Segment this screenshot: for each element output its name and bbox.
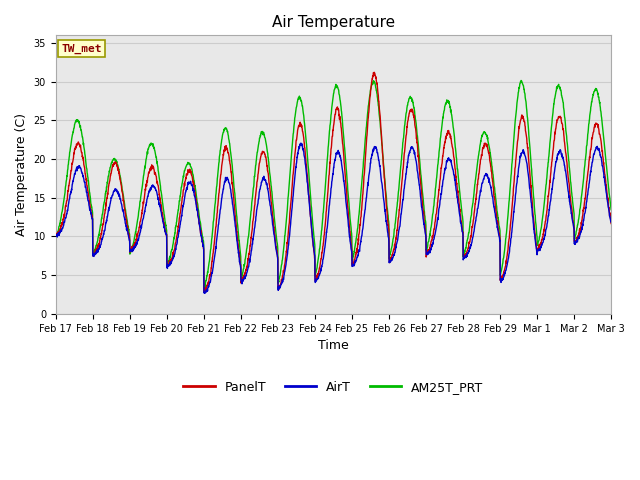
AirT bbox=[559, 155, 566, 161]
Text: TW_met: TW_met bbox=[61, 44, 102, 54]
PanelT bbox=[574, 233, 582, 239]
AirT bbox=[52, 232, 60, 238]
AirT bbox=[574, 237, 582, 242]
PanelT bbox=[559, 122, 566, 128]
AirT bbox=[495, 234, 503, 240]
X-axis label: Time: Time bbox=[318, 339, 349, 352]
PanelT bbox=[201, 289, 209, 295]
AM25T_PRT bbox=[517, 78, 525, 84]
Title: Air Temperature: Air Temperature bbox=[272, 15, 395, 30]
AM25T_PRT bbox=[207, 246, 215, 252]
PanelT bbox=[52, 230, 60, 236]
AirT bbox=[207, 276, 215, 281]
PanelT bbox=[350, 260, 358, 265]
AM25T_PRT bbox=[495, 223, 503, 228]
Line: AM25T_PRT: AM25T_PRT bbox=[56, 81, 611, 289]
AM25T_PRT bbox=[52, 235, 60, 241]
PanelT bbox=[607, 221, 615, 227]
AM25T_PRT bbox=[200, 286, 208, 292]
PanelT bbox=[371, 70, 378, 75]
AM25T_PRT bbox=[607, 207, 615, 213]
PanelT bbox=[362, 150, 369, 156]
AM25T_PRT bbox=[362, 132, 369, 137]
AirT bbox=[201, 290, 209, 296]
PanelT bbox=[207, 269, 215, 275]
Legend: PanelT, AirT, AM25T_PRT: PanelT, AirT, AM25T_PRT bbox=[179, 376, 488, 399]
Line: PanelT: PanelT bbox=[56, 72, 611, 292]
AM25T_PRT bbox=[574, 220, 582, 226]
AM25T_PRT bbox=[559, 96, 566, 102]
AM25T_PRT bbox=[350, 251, 358, 257]
Y-axis label: Air Temperature (C): Air Temperature (C) bbox=[15, 113, 28, 236]
PanelT bbox=[495, 230, 503, 236]
AirT bbox=[362, 199, 370, 204]
Line: AirT: AirT bbox=[56, 143, 611, 293]
AirT bbox=[607, 219, 615, 225]
AirT bbox=[350, 263, 358, 269]
AirT bbox=[297, 140, 305, 146]
